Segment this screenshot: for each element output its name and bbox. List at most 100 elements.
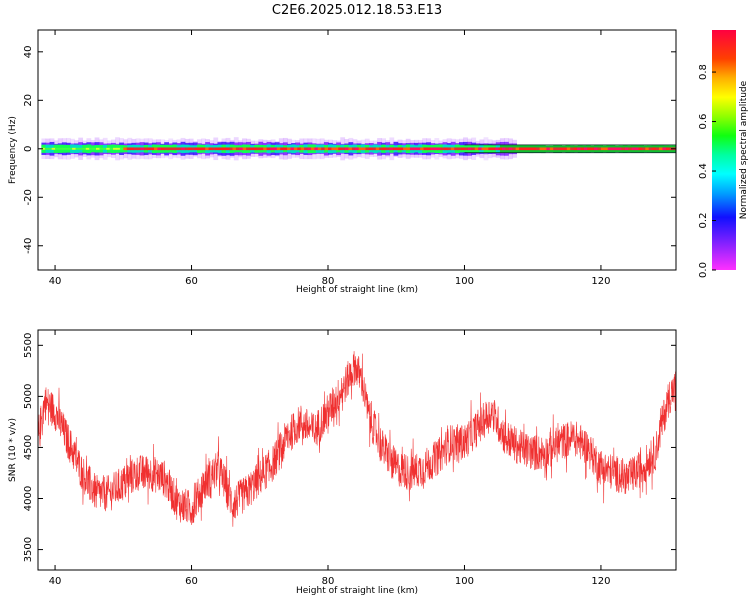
spectrogram-core-cell [119,147,124,150]
spectrogram-core-cell [198,147,203,151]
spectrogram-y-tick-label: -20 [23,189,34,205]
spectrogram-core-cell [99,147,104,150]
spectrogram-core-cell [618,147,623,151]
spectrogram-core-cell [481,147,486,151]
spectrogram-core-cell [263,147,268,151]
spectrogram-core-cell [154,147,159,151]
spectrogram-core-cell [549,147,554,151]
spectrogram-core-cell [631,147,636,151]
spectrogram-x-tick-label: 100 [455,276,474,287]
spectrogram-core-cell [409,147,414,151]
spectrogram-core-cell [423,147,428,151]
spectrogram-core-cell [280,147,285,151]
spectrogram-core-cell [218,147,223,151]
spectrogram-core-cell [310,147,316,151]
spectrogram-core-cell [379,147,384,151]
spectrogram-core-cell [522,147,527,151]
spectrogram-core-cell [577,147,582,151]
spectrogram-core-cell [123,147,128,151]
spectrogram-core-cell [484,147,490,151]
spectrogram-core-cell [48,147,53,150]
spectrogram-core-cell [553,147,558,151]
spectrogram-core-cell [164,147,169,151]
spectrogram-core-cell [665,147,670,151]
spectrogram-core-cell [413,147,418,151]
spectrogram-core-cell [386,147,391,151]
spectrogram-core-cell [362,147,367,151]
spectrogram-core-cell [416,147,421,151]
spectrogram-core-cell [628,147,633,151]
colorbar-tick-label: 0.2 [698,213,709,229]
spectrogram-core-cell [583,147,588,151]
spectrogram-y-tick-label: 0 [23,146,34,152]
spectrogram-core-cell [560,147,565,151]
spectrogram-core-cell [259,147,264,151]
spectrogram-core-cell [283,147,288,151]
spectrogram-y-axis-label: Frequency (Hz) [8,116,18,184]
snr-x-tick-label: 60 [185,576,198,587]
spectrogram-core-cell [78,147,84,150]
spectrogram-core-cell [181,147,186,151]
spectrogram-core-cell [658,147,664,151]
spectrogram-x-tick-label: 60 [185,276,198,287]
spectrogram-core-cell [92,147,97,150]
spectrogram-core-cell [471,147,476,151]
spectrogram-core-cell [655,147,660,151]
spectrogram-core-cell [590,147,595,151]
snr-plot-frame [37,329,677,571]
spectrogram-core-cell [239,147,244,151]
spectrogram-core-cell [652,147,657,151]
spectrogram-core-cell [600,147,606,151]
spectrogram-core-cell [461,147,466,151]
colorbar-tick-label: 0.6 [698,114,709,130]
spectrogram-core-cell [515,147,520,151]
spectrogram-core-cell [157,147,162,151]
spectrogram-core-cell [372,147,377,151]
spectrogram-core-cell [505,147,510,151]
spectrogram-core-cell [406,147,411,151]
spectrogram-core-cell [399,147,404,151]
spectrogram-core-cell [614,147,619,151]
spectrogram-core-cell [321,147,326,151]
spectrogram-core-cell [307,147,312,151]
spectrogram-core-cell [194,147,200,151]
spectrogram-core-cell [645,147,650,151]
spectrogram-core-cell [491,147,496,151]
spectrogram-core-cell [232,147,237,151]
spectrogram-core-cell [341,147,346,151]
spectrogram-core-cell [171,147,176,151]
spectrogram-x-axis-label: Height of straight line (km) [296,285,418,295]
spectrogram-core-cell [587,147,592,151]
spectrogram-core-cell [498,147,503,151]
spectrogram-core-cell [457,147,462,151]
spectrogram-core-cell [300,147,305,151]
spectrogram-core-cell [252,147,258,151]
spectrogram-core-cell [242,147,247,151]
colorbar-tick-label: 0.4 [698,163,709,179]
spectrogram-core-cell [304,147,309,151]
spectrogram-core-cell [437,147,442,151]
spectrogram-y-tick-label: -40 [23,238,34,254]
spectrogram-core-cell [539,147,544,151]
spectrogram-core-cell [365,147,370,151]
spectrogram-core-cell [256,147,261,151]
snr-y-tick-label: 4000 [23,486,34,511]
spectrogram-core-cell [143,147,148,151]
spectrogram-core-cell [358,147,363,151]
snr-ticks: 40 60 80 100 120 3500 4000 4500 5000 5500 [23,330,676,587]
spectrogram-x-tick-label: 120 [591,276,610,287]
spectrogram-core-cell [61,147,66,150]
spectrogram-core-cell [338,147,343,151]
spectrogram-core-cell [65,147,70,150]
spectrogram-core-cell [495,147,500,151]
spectrogram-core-cell [328,147,333,151]
spectrogram-core-cell [546,147,551,151]
spectrogram-core-cell [512,147,517,151]
snr-y-tick-label: 3500 [23,537,34,562]
spectrogram-core-cell [205,147,210,151]
spectrogram-core-cell [72,147,77,150]
spectrogram-core-cell [89,147,94,150]
spectrogram-core-cell [249,147,254,151]
spectrogram-core-cell [570,147,575,151]
spectrogram-core-cell [215,147,220,151]
